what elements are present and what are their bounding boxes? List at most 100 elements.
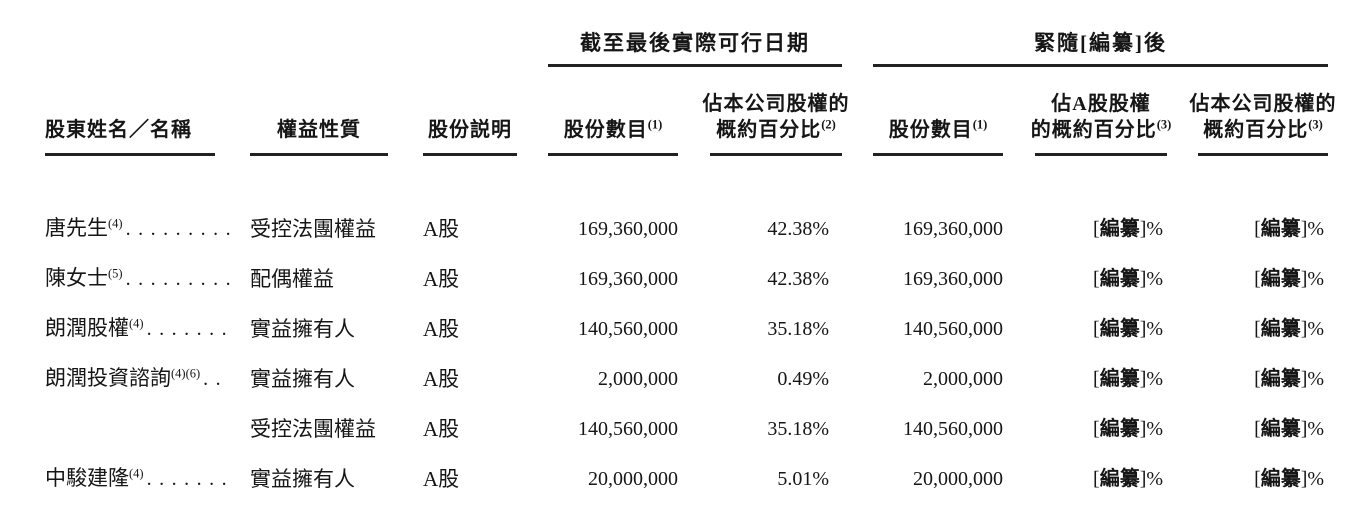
redacted-label: 編纂: [1260, 318, 1301, 340]
shares-before-cell: 2,000,000: [598, 368, 678, 390]
group-header-row: 截至最後實際可行日期 緊隨[編纂]後: [45, 30, 1329, 67]
table-row: 唐先生(4)......... 受控法團權益 A股 169,360,000 42…: [45, 156, 1328, 243]
shares-after-cell: 169,360,000: [903, 218, 1004, 240]
table-row: 中駿建隆(4)....... 實益擁有人 A股 20,000,000 5.01%…: [45, 443, 1328, 493]
pct-company-after-cell: [編纂]%: [1254, 268, 1325, 290]
shares-before-cell: 20,000,000: [588, 468, 678, 490]
redacted-label: 編纂: [1099, 318, 1140, 340]
pct-a-after-cell: [編纂]%: [1093, 418, 1164, 440]
redacted-label: 編纂: [1099, 468, 1140, 490]
redacted-label: 編纂: [1099, 218, 1140, 240]
shareholder-name: 中駿建隆: [45, 466, 129, 490]
footnote-ref: (2): [821, 117, 836, 132]
shares-before-cell: 140,560,000: [578, 318, 678, 340]
shares-after-cell: 20,000,000: [913, 468, 1004, 490]
shareholder-name: 朗潤股權: [45, 316, 129, 340]
shareholder-name-cell: 陳女士(5).........: [45, 243, 231, 293]
redacted-label: 編纂: [1260, 368, 1301, 390]
shares-after-cell: 2,000,000: [923, 368, 1004, 390]
footnote-ref: (4)(6): [171, 366, 201, 381]
nature-cell: 受控法團權益: [250, 417, 376, 441]
dot-leaders: .......: [146, 468, 235, 490]
pct-before-cell: 42.38%: [767, 268, 830, 290]
footnote-ref: (3): [1156, 117, 1172, 132]
col-header-label: 股份説明: [428, 119, 512, 141]
pct-before-cell: 42.38%: [767, 218, 830, 240]
col-header-label: 股東姓名／名稱: [45, 119, 192, 141]
share-class-cell: A股: [423, 267, 460, 291]
footnote-ref: (1): [972, 117, 988, 132]
pct-a-after-cell: [編纂]%: [1093, 218, 1164, 240]
col-header-pct-company-after: 佔本公司股權的 概約百分比(3): [1190, 67, 1336, 156]
share-class-cell: A股: [423, 367, 460, 391]
shares-before-cell: 140,560,000: [578, 418, 678, 440]
shares-before-cell: 169,360,000: [578, 268, 678, 290]
dot-leaders: .......: [146, 318, 235, 340]
col-header-label: 股份數目: [563, 119, 648, 141]
pct-before-cell: 0.49%: [777, 368, 830, 390]
column-header-row: 股東姓名／名稱 權益性質 股份説明 股份數目(1) 佔本公司股權的: [45, 67, 1336, 156]
pct-before-cell: 5.01%: [777, 468, 830, 490]
pct-company-after-cell: [編纂]%: [1254, 418, 1325, 440]
pct-before-cell: 35.18%: [767, 418, 830, 440]
group-header-text: ]後: [1135, 31, 1168, 55]
pct-company-after-cell: [編纂]%: [1254, 318, 1325, 340]
footnote-ref: (4): [108, 216, 123, 231]
table-row: 朗潤股權(4)....... 實益擁有人 A股 140,560,000 35.1…: [45, 293, 1328, 343]
share-class-cell: A股: [423, 417, 460, 441]
pct-a-after-cell: [編纂]%: [1093, 318, 1164, 340]
share-class-cell: A股: [423, 467, 460, 491]
footnote-ref: (5): [108, 266, 123, 281]
col-header-pct-company-before: 佔本公司股權的 概約百分比(2): [703, 67, 849, 156]
table-row: 朗潤投資諮詢(4)(6).. 實益擁有人 A股 2,000,000 0.49% …: [45, 343, 1328, 393]
dot-leaders: ..: [203, 368, 229, 390]
col-header-label: 佔A股股權: [1051, 93, 1151, 115]
table-row: 陳女士(5)......... 配偶權益 A股 169,360,000 42.3…: [45, 243, 1328, 293]
redacted-label: 編纂: [1089, 31, 1136, 55]
group-header-immediately-after: 緊隨[編纂]後: [873, 30, 1329, 67]
redacted-label: 編纂: [1099, 268, 1140, 290]
col-header-num-shares-before: 股份數目(1): [548, 67, 678, 156]
col-header-label: 佔本公司股權的: [702, 93, 850, 115]
col-header-label: 概約百分比: [716, 119, 822, 141]
pct-before-cell: 35.18%: [767, 318, 830, 340]
col-header-share-class: 股份説明: [423, 67, 517, 156]
shares-after-cell: 140,560,000: [903, 318, 1004, 340]
nature-cell: 受控法團權益: [250, 217, 376, 241]
col-header-label: 佔本公司股權的: [1189, 93, 1337, 115]
col-header-label: 股份數目: [888, 119, 973, 141]
col-header-label: 權益性質: [277, 119, 361, 141]
pct-a-after-cell: [編纂]%: [1093, 368, 1164, 390]
shareholder-name: 唐先生: [45, 216, 108, 240]
shares-after-cell: 169,360,000: [903, 268, 1004, 290]
share-class-cell: A股: [423, 217, 460, 241]
nature-cell: 配偶權益: [250, 267, 334, 291]
col-header-nature-of-interest: 權益性質: [250, 67, 388, 156]
redacted-label: 編纂: [1260, 418, 1301, 440]
nature-cell: 實益擁有人: [250, 367, 355, 391]
col-header-label: 概約百分比: [1203, 119, 1309, 141]
redacted-label: 編纂: [1260, 268, 1301, 290]
shares-after-cell: 140,560,000: [903, 418, 1004, 440]
shareholder-name-cell: 朗潤投資諮詢(4)(6)..: [45, 343, 221, 393]
prospectus-page: 截至最後實際可行日期 緊隨[編纂]後 股東姓名／名稱 權益性質 股份説明 股: [45, 30, 1336, 493]
dot-leaders: .........: [125, 268, 239, 290]
footnote-ref: (4): [129, 466, 144, 481]
redacted-label: 編纂: [1260, 468, 1301, 490]
col-header-pct-a-shares-after: 佔A股股權 的概約百分比(3): [1031, 67, 1171, 156]
table-row: 受控法團權益 A股 140,560,000 35.18% 140,560,000…: [45, 393, 1328, 443]
footnote-ref: (1): [647, 117, 663, 132]
redacted-label: 編纂: [1260, 218, 1301, 240]
shareholders-table: 截至最後實際可行日期 緊隨[編纂]後 股東姓名／名稱 權益性質 股份説明 股: [45, 30, 1336, 493]
group-header-text: 緊隨[: [1034, 31, 1090, 55]
footnote-ref: (4): [129, 316, 144, 331]
redacted-label: 編纂: [1099, 418, 1140, 440]
shareholder-name: 朗潤投資諮詢: [45, 366, 171, 390]
shareholder-name-cell: 中駿建隆(4).......: [45, 443, 227, 493]
redacted-label: 編纂: [1099, 368, 1140, 390]
pct-company-after-cell: [編纂]%: [1254, 368, 1325, 390]
pct-company-after-cell: [編纂]%: [1254, 218, 1325, 240]
pct-a-after-cell: [編纂]%: [1093, 268, 1164, 290]
shareholder-name: 陳女士: [45, 266, 108, 290]
col-header-shareholder-name: 股東姓名／名稱: [45, 67, 215, 156]
